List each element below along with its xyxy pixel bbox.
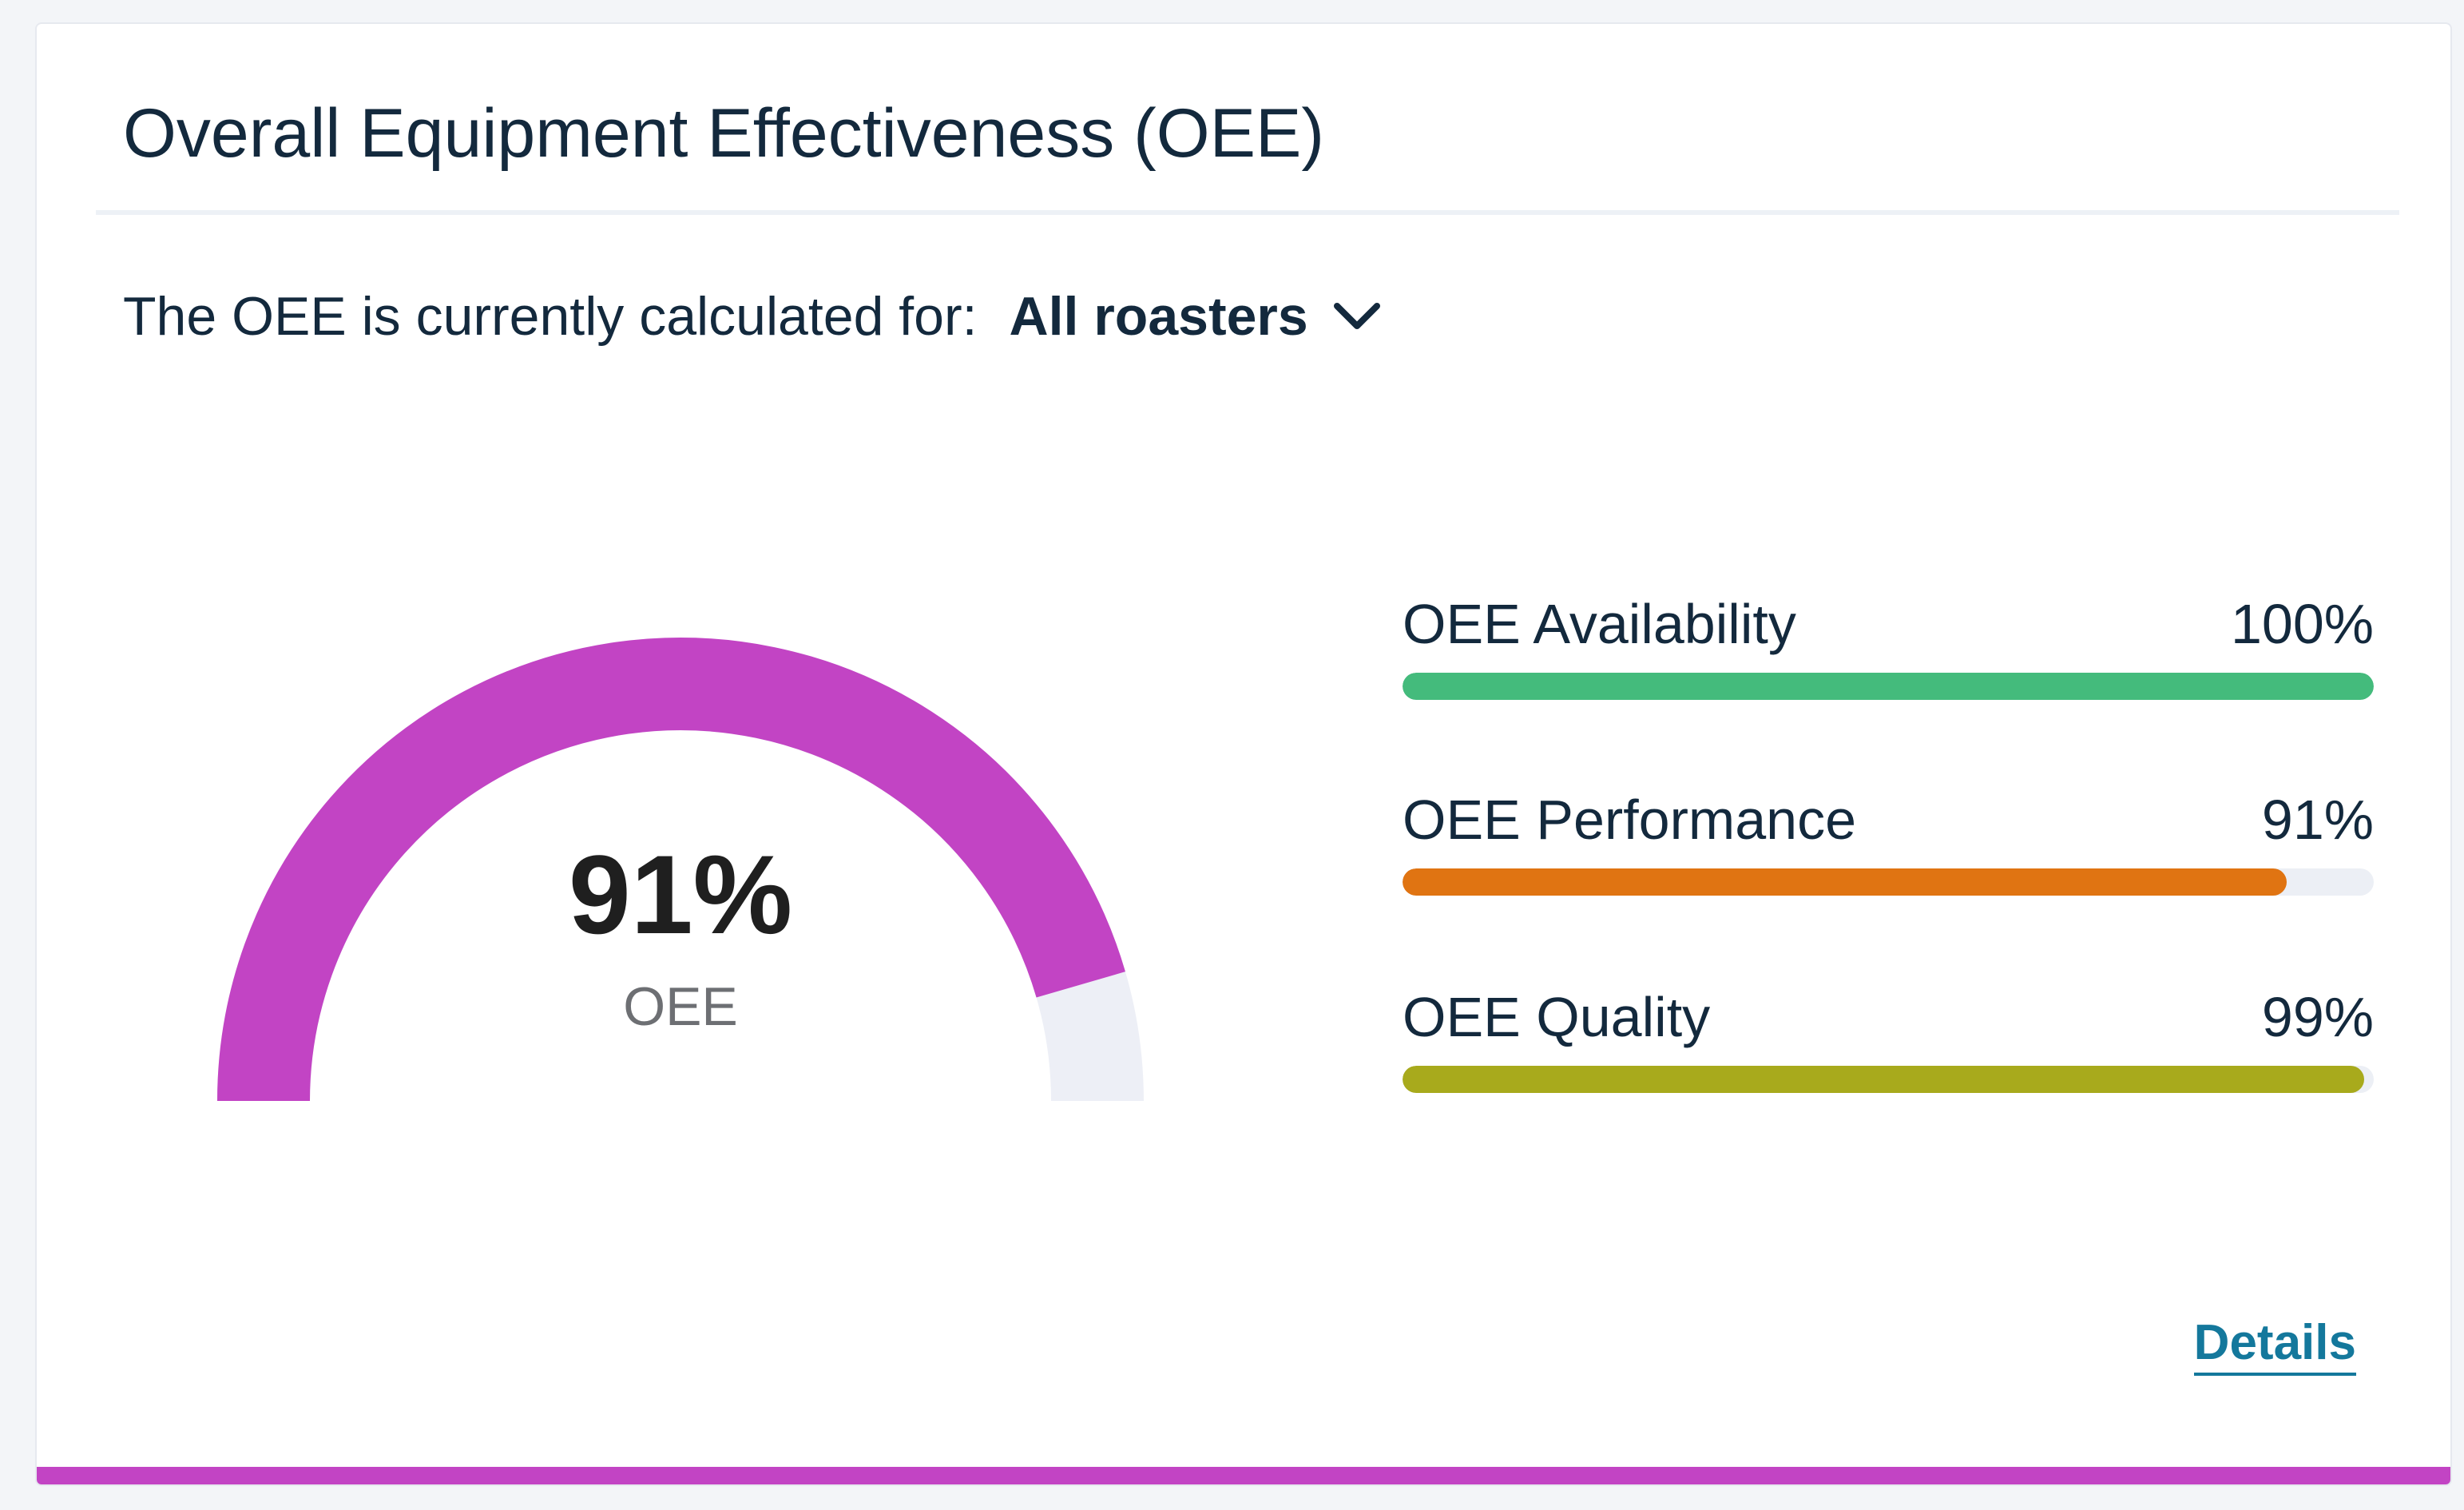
bottom-accent-bar — [37, 1467, 2450, 1484]
chevron-down-icon — [1333, 303, 1380, 329]
gauge-value: 91% — [568, 832, 793, 957]
card-title: Overall Equipment Effectiveness (OEE) — [123, 95, 1325, 172]
progress-track — [1403, 1066, 2374, 1093]
metric-performance: OEE Performance 91% — [1403, 792, 2374, 896]
progress-fill — [1403, 673, 2374, 700]
metric-value: 99% — [2261, 986, 2374, 1048]
title-divider — [96, 210, 2399, 215]
metric-label: OEE Quality — [1403, 986, 1711, 1048]
progress-fill — [1403, 868, 2287, 896]
progress-track — [1403, 673, 2374, 700]
details-link[interactable]: Details — [2193, 1318, 2356, 1376]
scope-label: The OEE is currently calculated for: — [123, 286, 978, 347]
scope-selected-value: All roasters — [1009, 286, 1308, 347]
metric-availability: OEE Availability 100% — [1403, 596, 2374, 700]
metric-label: OEE Availability — [1403, 593, 1796, 655]
gauge-label: OEE — [623, 976, 738, 1037]
oee-gauge — [217, 638, 1144, 1102]
metric-value: 91% — [2261, 789, 2374, 851]
gauge-fill — [217, 638, 1125, 1102]
scope-row: The OEE is currently calculated for: All… — [123, 289, 1382, 344]
metric-quality: OEE Quality 99% — [1403, 989, 2374, 1093]
metric-value: 100% — [2230, 593, 2374, 655]
progress-fill — [1403, 1066, 2364, 1093]
metric-label: OEE Performance — [1403, 789, 1856, 851]
progress-track — [1403, 868, 2374, 896]
oee-card: Overall Equipment Effectiveness (OEE) Th… — [35, 22, 2452, 1486]
scope-dropdown[interactable]: All roasters — [1010, 289, 1382, 344]
